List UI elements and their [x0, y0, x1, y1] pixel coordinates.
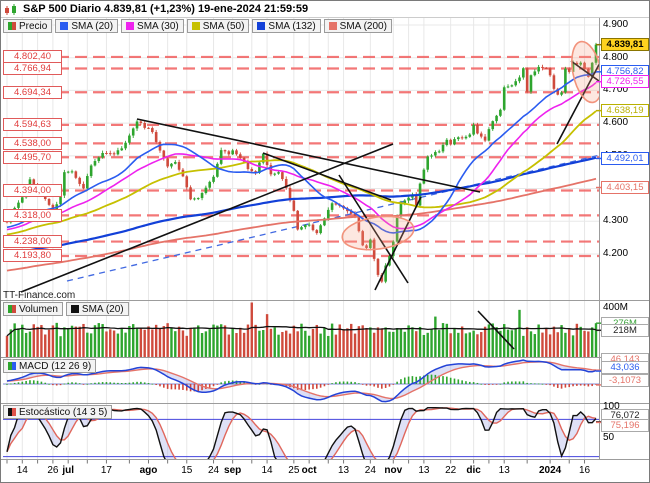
last-price-box: 4.839,81	[601, 38, 649, 52]
y-axis-tick: 4.900	[603, 19, 629, 30]
macd-legend: MACD (12 26 9)	[3, 359, 97, 373]
volume-legend-item-label: Volumen	[19, 303, 58, 315]
sma30-icon	[126, 22, 135, 30]
legend-item-label: SMA (200)	[339, 20, 387, 32]
macd-legend-item-macd-12-26-9-[interactable]: MACD (12 26 9)	[3, 359, 97, 373]
sma50-icon	[191, 22, 200, 30]
x-axis-label: 26	[47, 465, 59, 476]
price-level-label: 4.694,34	[3, 85, 62, 99]
title-bar: S&P 500 Diario 4.839,81 (+1,23%) 19-ene-…	[1, 1, 649, 18]
volume-sma-icon	[70, 305, 79, 313]
price-icon	[8, 22, 16, 30]
x-axis-label: 13	[498, 465, 510, 476]
y-axis-tick: 4.600	[603, 117, 629, 129]
legend-item-label: Precio	[19, 20, 48, 32]
volume-icon	[8, 305, 16, 313]
volume-axis-tick: 400M	[603, 302, 629, 313]
stoch-legend-item-estoc-stico-14-3-5-[interactable]: Estocástico (14 3 5)	[3, 405, 113, 419]
x-axis-label: 13	[418, 465, 430, 476]
macd-icon	[8, 362, 16, 370]
price-level-label: 4.318,00	[3, 208, 62, 222]
price-level-label: 4.238,00	[3, 235, 62, 249]
x-axis-label: 25	[288, 465, 300, 476]
x-axis-label: 24	[364, 465, 376, 476]
sma-value-box: 4.403,15	[601, 181, 649, 195]
x-axis-label: 14	[16, 465, 28, 476]
volume-legend-item-label: SMA (20)	[81, 303, 124, 315]
legend-item-label: SMA (132)	[268, 20, 316, 32]
sma-value-box: 4.726,55	[601, 75, 649, 89]
sma-value-box: 4.492,01	[601, 151, 649, 165]
volume-legend-item-volumen[interactable]: Volumen	[3, 302, 63, 316]
x-axis-label: oct	[301, 465, 317, 476]
legend-item-label: SMA (30)	[137, 20, 179, 32]
legend-item-sma-50-[interactable]: SMA (50)	[186, 19, 250, 33]
stochastic-legend: Estocástico (14 3 5)	[3, 405, 113, 419]
price-legend: Precio SMA (20) SMA (30) SMA (50) SMA (132) S…	[3, 19, 392, 33]
x-axis-label: 13	[338, 465, 350, 476]
x-axis-label: jul	[62, 465, 75, 476]
macd-value-box: -3,1073	[601, 373, 649, 387]
x-axis-label: sep	[224, 465, 242, 476]
sma132-icon	[257, 22, 266, 30]
macd-value-box: 43,036	[601, 360, 649, 374]
volume-legend-item-sma-20-[interactable]: SMA (20)	[65, 302, 129, 316]
legend-item-sma-20-[interactable]: SMA (20)	[55, 19, 119, 33]
volume-legend: Volumen SMA (20)	[3, 302, 129, 316]
chart-title: S&P 500 Diario 4.839,81 (+1,23%) 19-ene-…	[23, 3, 309, 15]
y-axis-tick: 4.200	[603, 247, 629, 259]
y-axis-tick: 4.700	[603, 84, 629, 96]
x-axis-label: 2024	[538, 465, 562, 476]
stochastic-axis-tick: 50	[603, 432, 615, 443]
sma20-icon	[60, 22, 69, 30]
macd-legend-item-label: MACD (12 26 9)	[19, 360, 92, 372]
x-axis-label: nov	[384, 465, 403, 476]
x-axis-label: ago	[139, 465, 158, 476]
x-axis-label: 16	[578, 465, 591, 476]
y-axis-tick: 4.800	[603, 51, 629, 63]
x-axis-label: 14	[261, 465, 273, 476]
legend-item-sma-30-[interactable]: SMA (30)	[121, 19, 184, 33]
stochastic-axis-tick: 100	[603, 401, 620, 412]
y-axis-tick: 4.300	[603, 215, 629, 227]
price-level-label: 4.538,00	[3, 136, 62, 150]
price-level-label: 4.394,00	[3, 184, 62, 197]
volume-value-box: 218M	[601, 323, 649, 337]
stochastic-value-box: 75,196	[601, 418, 649, 432]
legend-item-precio[interactable]: Precio	[3, 19, 53, 33]
legend-item-label: SMA (50)	[202, 20, 245, 32]
sma200-icon	[328, 22, 337, 30]
price-level-label: 4.766,94	[3, 62, 62, 76]
x-axis-label: 15	[181, 465, 193, 476]
candlestick-app-icon	[4, 3, 18, 16]
x-axis-label: 17	[100, 465, 112, 476]
price-level-label: 4.193,80	[3, 249, 62, 263]
stochastic-icon	[8, 408, 16, 416]
legend-item-sma-132-[interactable]: SMA (132)	[252, 19, 321, 33]
legend-item-sma-200-[interactable]: SMA (200)	[323, 19, 392, 33]
x-axis-label: dic	[466, 465, 481, 476]
sma-value-box: 4.638,19	[601, 104, 649, 118]
price-level-label: 4.495,70	[3, 150, 62, 164]
x-axis-label: 24	[207, 465, 220, 476]
stoch-legend-item-label: Estocástico (14 3 5)	[19, 406, 108, 418]
watermark: TT-Finance.com	[3, 290, 76, 301]
price-level-label: 4.594,63	[3, 118, 62, 132]
legend-item-label: SMA (20)	[71, 20, 114, 32]
x-axis-label: 22	[445, 465, 457, 476]
